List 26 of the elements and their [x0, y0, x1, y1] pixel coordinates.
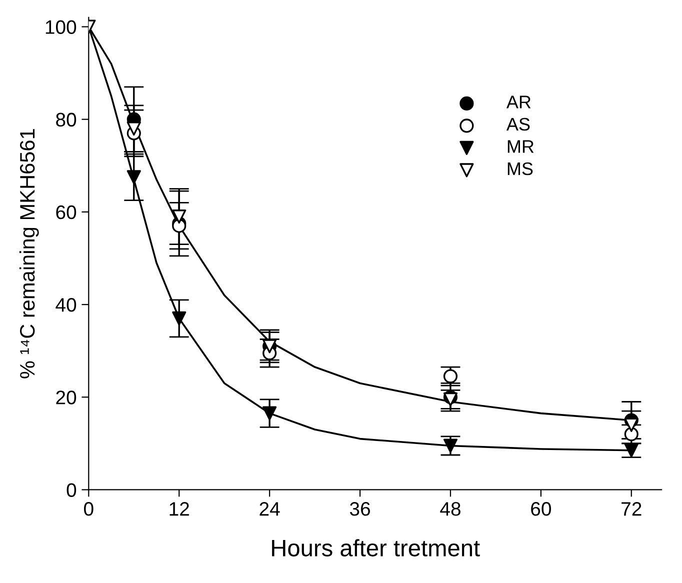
legend-label: AS [506, 118, 530, 131]
point [624, 427, 638, 442]
x-tick-label: 72 [622, 502, 642, 516]
x-tick-label: 60 [531, 502, 551, 516]
point [126, 122, 141, 136]
x-tick-label: 36 [350, 502, 370, 516]
y-tick-label: 60 [56, 205, 76, 220]
legend-label: AR [506, 96, 531, 108]
y-axis-title: % ¹⁴C remaining MKH6561 [19, 129, 39, 378]
y-tick-label: 20 [56, 390, 76, 404]
y-tick-label: 0 [66, 483, 76, 497]
y-tick-label: 80 [56, 112, 76, 127]
point [126, 170, 141, 184]
x-tick-label: 12 [170, 502, 189, 516]
legend-label: MR [508, 140, 534, 153]
y-tick-label: 100 [46, 20, 76, 34]
point [172, 210, 186, 224]
x-tick-label: 0 [84, 502, 94, 516]
point [624, 418, 638, 432]
x-tick-label: 24 [260, 502, 280, 516]
point [172, 311, 186, 326]
y-tick-label: 40 [56, 298, 76, 312]
x-axis-title: Hours after tretment [272, 539, 480, 556]
legend-label: MS [508, 162, 533, 176]
x-tick-label: 48 [440, 502, 460, 516]
point [262, 406, 277, 420]
